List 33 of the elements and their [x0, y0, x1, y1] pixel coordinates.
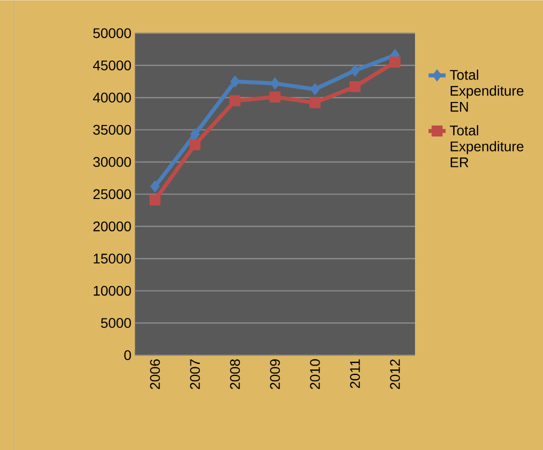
x-tick-label: 2006	[150, 359, 160, 389]
x-tick-label: 2008	[230, 359, 240, 389]
y-tick-label: 5000	[101, 318, 131, 328]
x-tick-label: 2012	[390, 359, 400, 389]
point	[390, 56, 401, 68]
y-tick-label: 35000	[93, 124, 131, 135]
point	[310, 97, 321, 108]
point	[350, 64, 360, 76]
legend-label: Total Expenditure EN	[450, 69, 524, 112]
point	[190, 138, 201, 150]
point	[350, 80, 361, 92]
point	[230, 95, 241, 106]
point	[230, 75, 240, 88]
x-tick-label: 2011	[350, 359, 360, 388]
y-tick-label: 15000	[94, 253, 131, 264]
y-tick-label: 45000	[93, 60, 131, 70]
y-tick-label: 0	[124, 350, 131, 360]
x-tick-label: 2010	[310, 359, 320, 389]
y-tick-label: 30000	[93, 156, 131, 167]
x-tick-label: 2007	[190, 359, 200, 389]
x-tick-label: 2009	[270, 359, 280, 389]
y-tick-label: 10000	[94, 286, 131, 296]
point	[270, 77, 280, 90]
y-tick-label: 25000	[93, 189, 131, 199]
point	[270, 91, 281, 102]
y-tick-label: 20000	[93, 221, 131, 232]
point	[150, 180, 160, 192]
legend-label: Total Expenditure ER	[450, 124, 524, 167]
point	[190, 128, 200, 140]
y-tick-label: 40000	[93, 92, 131, 102]
point	[150, 194, 161, 206]
y-tick-label: 50000	[93, 28, 131, 38]
point	[310, 83, 320, 96]
